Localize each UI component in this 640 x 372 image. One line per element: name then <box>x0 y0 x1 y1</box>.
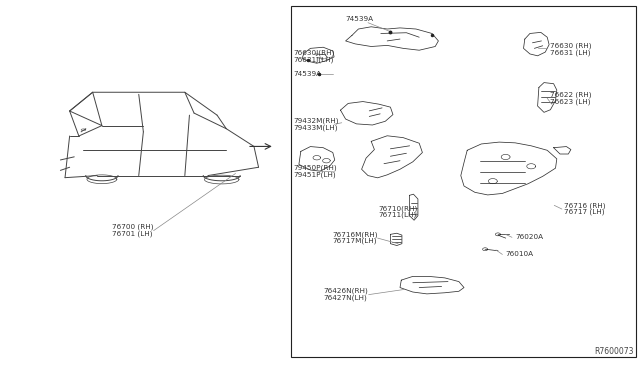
Text: 76631J(LH): 76631J(LH) <box>293 56 333 63</box>
Bar <box>291 6 636 357</box>
Text: 76010A: 76010A <box>506 251 534 257</box>
Text: 76623 (LH): 76623 (LH) <box>550 99 591 105</box>
Text: 76427N(LH): 76427N(LH) <box>323 294 367 301</box>
Text: 76020A: 76020A <box>515 234 543 240</box>
Text: 76426N(RH): 76426N(RH) <box>323 288 368 294</box>
Text: 76631 (LH): 76631 (LH) <box>550 49 591 56</box>
Text: 76630J(RH): 76630J(RH) <box>293 49 335 56</box>
Text: 79433M(LH): 79433M(LH) <box>293 124 338 131</box>
Text: 76630 (RH): 76630 (RH) <box>550 42 592 49</box>
Text: 79450P(RH): 79450P(RH) <box>293 165 337 171</box>
Text: 74539A: 74539A <box>293 71 321 77</box>
Text: 76700 (RH): 76700 (RH) <box>112 224 154 230</box>
Text: 76701 (LH): 76701 (LH) <box>112 230 152 237</box>
Text: 79451P(LH): 79451P(LH) <box>293 171 336 178</box>
Text: R7600073: R7600073 <box>594 347 634 356</box>
Text: 76716 (RH): 76716 (RH) <box>564 202 606 209</box>
Text: 76710(RH): 76710(RH) <box>379 205 418 212</box>
Text: 76711(LH): 76711(LH) <box>379 212 417 218</box>
Text: 76716M(RH): 76716M(RH) <box>333 231 378 238</box>
Text: 76622 (RH): 76622 (RH) <box>550 92 592 98</box>
Text: 76717M(LH): 76717M(LH) <box>333 238 378 244</box>
Text: 76717 (LH): 76717 (LH) <box>564 209 605 215</box>
Text: 79432M(RH): 79432M(RH) <box>293 118 339 124</box>
Text: 74539A: 74539A <box>346 16 374 22</box>
